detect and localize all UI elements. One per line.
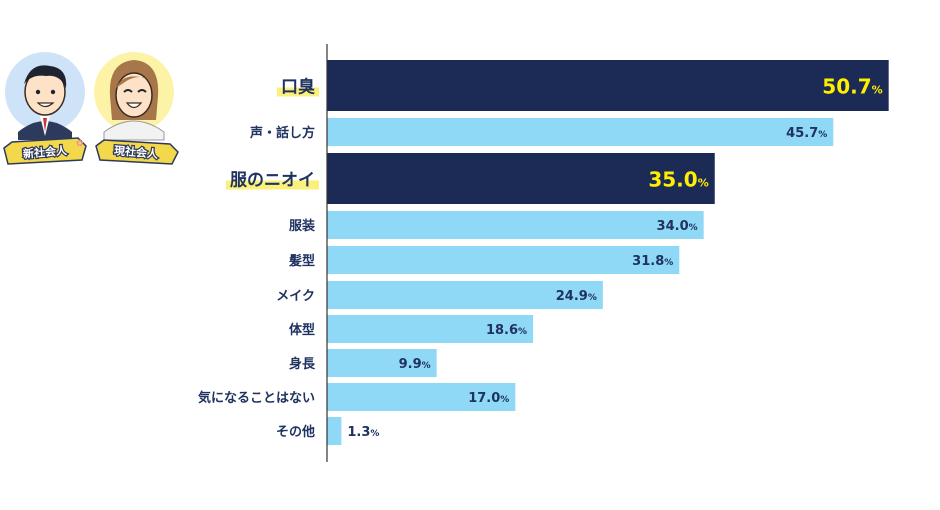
category-label-5: メイク [276, 289, 315, 304]
value-label-4: 31.8% [632, 254, 673, 269]
category-label-1: 声・話し方 [249, 125, 315, 141]
current-employee-badge: 現社会人 [95, 139, 179, 165]
value-label-3: 34.0% [657, 219, 698, 234]
bar-9 [327, 417, 342, 445]
value-label-6: 18.6% [486, 323, 527, 338]
category-label-7: 身長 [289, 356, 316, 372]
bar-3 [327, 211, 704, 239]
bar-0 [327, 60, 889, 111]
current-employee-badge-label: 現社会人 [113, 143, 159, 161]
avatar-illustration: 新社会人 ✿ 現社会人 [3, 52, 179, 165]
category-label-6: 体型 [289, 322, 315, 338]
category-label-2: 服のニオイ [230, 171, 315, 191]
current-employee-avatar [94, 52, 174, 141]
category-label-8: 気になることはない [198, 390, 315, 406]
bar-8 [327, 383, 516, 411]
category-label-0: 口臭 [281, 77, 315, 98]
new-employee-badge-label: 新社会人 [22, 143, 68, 161]
bar-6 [327, 315, 534, 343]
value-label-1: 45.7% [786, 126, 827, 141]
value-label-2: 35.0% [648, 168, 708, 192]
svg-text:✿: ✿ [76, 139, 84, 149]
new-employee-badge: 新社会人 ✿ [3, 137, 87, 165]
value-label-7: 9.9% [399, 357, 431, 372]
bar-2 [327, 153, 715, 204]
category-label-3: 服装 [289, 218, 315, 234]
category-label-4: 髪型 [288, 253, 315, 269]
label-highlight-marker-0 [277, 87, 319, 97]
new-employee-avatar [5, 52, 85, 140]
bar-1 [327, 118, 834, 146]
label-highlight-marker-2 [226, 180, 319, 190]
value-label-8: 17.0% [468, 391, 509, 406]
bar-4 [327, 246, 680, 274]
category-label-9: その他 [276, 424, 315, 440]
bar-7 [327, 349, 437, 377]
value-label-5: 24.9% [556, 289, 597, 304]
value-label-0: 50.7% [822, 75, 882, 99]
value-label-9: 1.3% [347, 425, 379, 440]
bar-5 [327, 281, 603, 309]
